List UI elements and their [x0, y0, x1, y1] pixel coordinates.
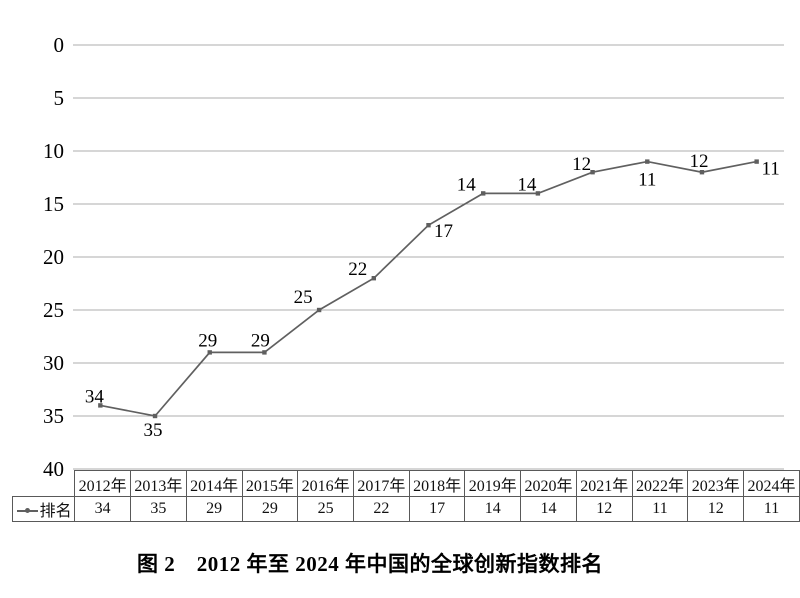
data-label: 34	[85, 386, 105, 407]
data-label: 11	[638, 170, 656, 191]
rank-value-cell: 11	[743, 496, 800, 522]
rank-value-cell: 35	[130, 496, 187, 522]
y-axis-tick-label: 15	[43, 192, 64, 216]
figure-caption: 图 2 2012 年至 2024 年中国的全球创新指数排名	[137, 552, 603, 576]
data-point-marker	[371, 276, 377, 281]
data-label: 17	[434, 221, 453, 242]
data-point-marker	[754, 159, 759, 164]
innovation-rank-line-chart: 0 5 10 15 20 25 30 35 40 34 35 29 29 25 22 17 14 14 12 11 12…	[43, 33, 784, 481]
data-point-marker	[426, 223, 431, 228]
data-point-marker	[207, 350, 212, 355]
data-label: 25	[294, 287, 313, 308]
year-header-cell: 2018年	[408, 470, 466, 497]
rank-value-cell: 14	[520, 496, 577, 522]
data-label: 12	[689, 151, 708, 172]
data-point-marker	[316, 307, 322, 313]
year-header-cell: 2020年	[520, 470, 577, 497]
data-point-marker	[590, 170, 595, 175]
rank-value-cell: 25	[297, 496, 354, 522]
rank-value-cell: 17	[408, 496, 466, 522]
rank-value-cell: 12	[575, 496, 633, 522]
y-axis-tick-label: 30	[43, 351, 64, 375]
y-axis-tick-label: 0	[54, 33, 65, 57]
data-label: 14	[517, 174, 537, 195]
rank-value-cell: 22	[352, 496, 410, 522]
rank-value-cell: 34	[74, 496, 132, 522]
year-header-cell: 2013年	[130, 470, 187, 497]
data-point-marker	[535, 191, 541, 196]
data-point-marker	[480, 191, 486, 196]
year-header-cell: 2017年	[352, 470, 410, 497]
y-axis-tick-label: 5	[54, 86, 65, 110]
rank-value-cell: 29	[185, 496, 243, 522]
data-point-marker	[699, 170, 705, 175]
year-header-cell: 2012年	[74, 470, 132, 497]
rank-value-cell: 29	[241, 496, 299, 522]
y-axis-tick-label: 20	[43, 245, 64, 269]
year-header-cell: 2014年	[185, 470, 243, 497]
rank-value-cell: 11	[631, 496, 689, 522]
year-header-cell: 2023年	[687, 470, 745, 497]
year-header-cell: 2015年	[241, 470, 299, 497]
year-header-cell: 2021年	[575, 470, 633, 497]
ranking-data-table: 2012年 2013年 2014年 2015年 2016年 2017年 2018年 2019年…	[11, 470, 800, 522]
data-label: 11	[762, 159, 780, 180]
data-label: 35	[144, 420, 163, 441]
data-point-marker	[262, 350, 267, 355]
legend-cell: 排名	[11, 496, 76, 522]
data-point-marker	[645, 159, 650, 164]
data-label: 29	[198, 330, 217, 351]
year-header-cell: 2022年	[631, 470, 689, 497]
y-axis-tick-label: 25	[43, 298, 64, 322]
data-label: 14	[457, 174, 477, 195]
data-point-marker	[98, 403, 103, 408]
y-axis-tick-label: 35	[43, 404, 64, 428]
y-axis-tick-label: 10	[43, 139, 64, 163]
rank-value-cell: 12	[687, 496, 745, 522]
y-axis-tick-label: 40	[43, 457, 64, 481]
line-dot-marker-icon	[16, 507, 38, 513]
rank-line-series	[100, 160, 757, 417]
data-label: 29	[251, 330, 270, 351]
table-corner-blank	[13, 471, 75, 497]
year-header-cell: 2024年	[743, 470, 800, 497]
data-label: 12	[572, 154, 591, 175]
rank-value-cell: 14	[464, 496, 522, 522]
year-header-cell: 2019年	[464, 470, 522, 497]
data-label: 22	[348, 259, 367, 280]
year-header-cell: 2016年	[297, 470, 354, 497]
legend-label: 排名	[39, 503, 72, 520]
data-point-marker	[152, 413, 158, 419]
